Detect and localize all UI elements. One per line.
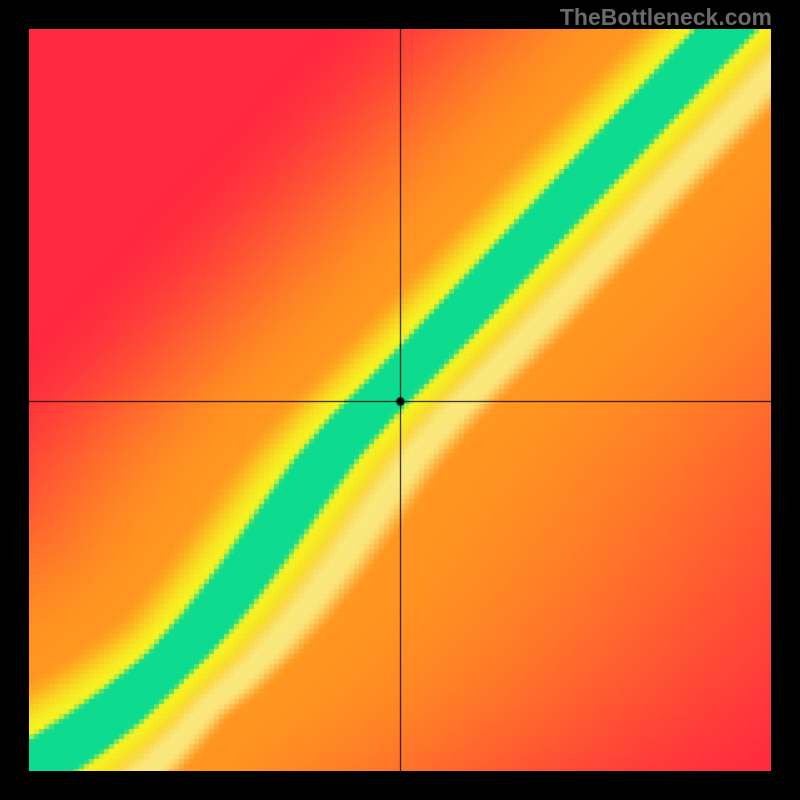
chart-container: TheBottleneck.com xyxy=(0,0,800,800)
watermark-text: TheBottleneck.com xyxy=(560,4,772,31)
heatmap-canvas xyxy=(29,29,771,771)
heatmap-plot xyxy=(29,29,771,771)
